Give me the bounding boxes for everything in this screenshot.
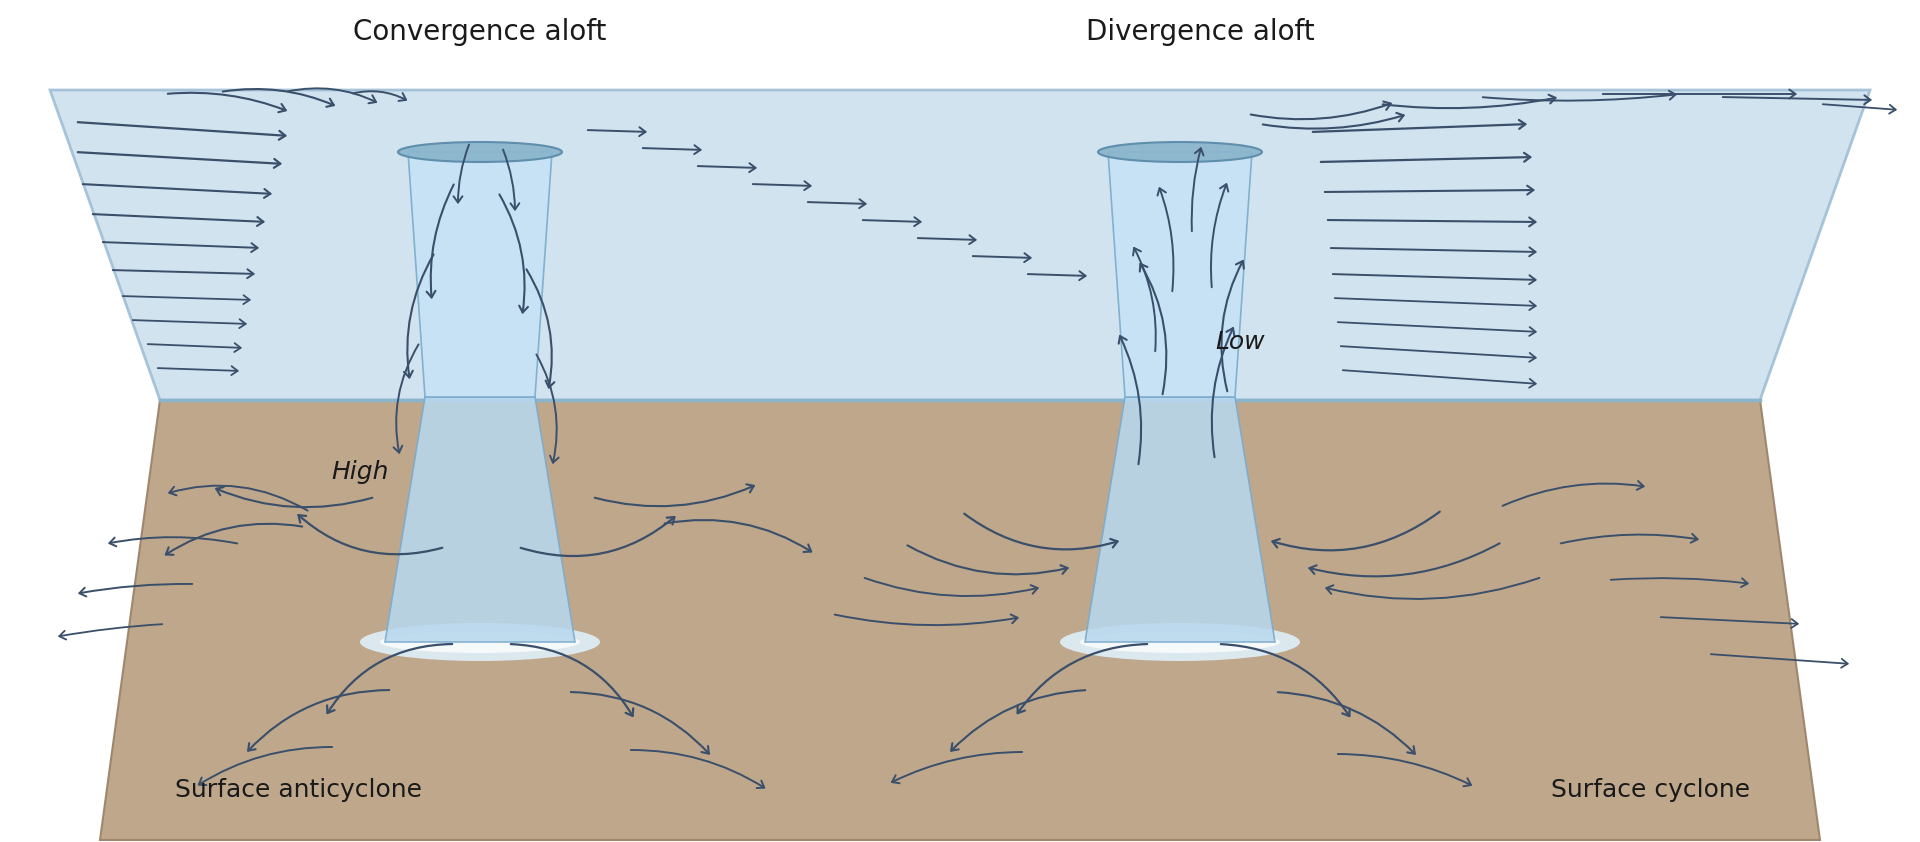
Ellipse shape [361, 623, 601, 661]
Text: Surface anticyclone: Surface anticyclone [175, 778, 422, 802]
Polygon shape [50, 90, 1870, 400]
Text: Convergence aloft: Convergence aloft [353, 18, 607, 46]
Polygon shape [1108, 152, 1252, 397]
Ellipse shape [1098, 142, 1261, 162]
Text: Low: Low [1215, 330, 1265, 354]
Ellipse shape [1060, 623, 1300, 661]
Text: High: High [332, 460, 388, 484]
Ellipse shape [1079, 631, 1281, 653]
Ellipse shape [380, 631, 580, 653]
Polygon shape [1085, 397, 1275, 642]
Polygon shape [409, 152, 553, 397]
Text: Surface cyclone: Surface cyclone [1551, 778, 1749, 802]
Polygon shape [100, 400, 1820, 840]
Text: Divergence aloft: Divergence aloft [1085, 18, 1315, 46]
Polygon shape [386, 397, 574, 642]
Ellipse shape [397, 142, 563, 162]
